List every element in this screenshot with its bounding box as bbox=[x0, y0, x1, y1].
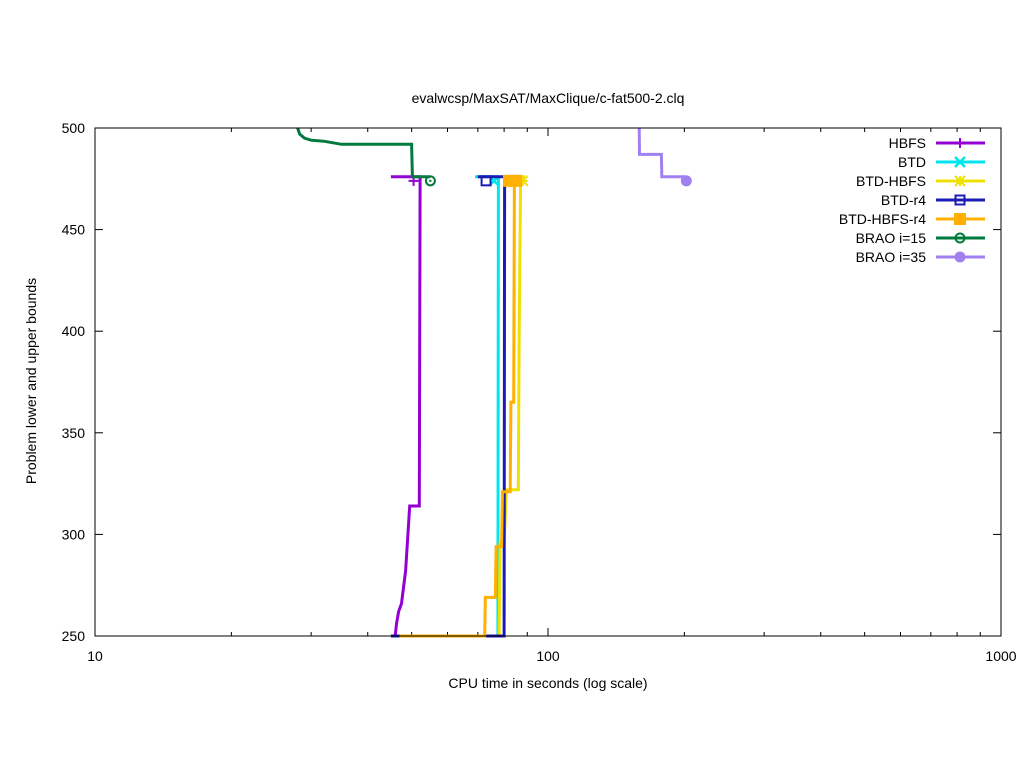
data-point bbox=[510, 174, 523, 187]
plot-frame bbox=[94, 127, 1002, 637]
x-tick-label: 10 bbox=[87, 648, 103, 664]
data-point bbox=[517, 175, 529, 187]
legend-label: BRAO i=35 bbox=[856, 249, 927, 265]
y-axis-label: Problem lower and upper bounds bbox=[23, 278, 39, 484]
axis-ticks: 250 300 350 400 450 500 10 100 1000 bbox=[62, 120, 1017, 664]
series-brao-i-15 bbox=[296, 127, 436, 187]
legend-label: BTD-HBFS-r4 bbox=[839, 211, 926, 227]
legend-label: BTD bbox=[898, 154, 926, 170]
series-brao-i-35 bbox=[637, 127, 692, 187]
y-tick-label: 350 bbox=[62, 425, 86, 441]
x-tick-label: 1000 bbox=[985, 648, 1016, 664]
y-tick-label: 400 bbox=[62, 323, 86, 339]
x-axis-label: CPU time in seconds (log scale) bbox=[448, 675, 647, 691]
x-tick-label: 100 bbox=[536, 648, 560, 664]
y-tick-label: 250 bbox=[62, 628, 86, 644]
data-point bbox=[480, 175, 492, 187]
upper-bound-line bbox=[296, 127, 431, 179]
data-point bbox=[680, 175, 692, 187]
series-btd-hbfs-r4 bbox=[399, 174, 523, 638]
legend-label: BTD-HBFS bbox=[856, 173, 926, 189]
upper-bound-line bbox=[637, 127, 687, 179]
data-point bbox=[424, 175, 436, 187]
lower-bound-line bbox=[496, 176, 500, 637]
legend-marker bbox=[954, 194, 966, 206]
legend-marker bbox=[954, 251, 966, 263]
legend-label: BTD-r4 bbox=[881, 192, 926, 208]
legend: HBFS BTD BTD-HBFS BTD-r4 BTD-HBFS-r4 BRAO i=1… bbox=[839, 135, 985, 265]
y-tick-label: 500 bbox=[62, 120, 86, 136]
legend-marker bbox=[954, 175, 966, 187]
chart-title: evalwcsp/MaxSAT/MaxClique/c-fat500-2.clq bbox=[412, 90, 685, 106]
lower-bound-line bbox=[399, 176, 516, 638]
lower-bound-line bbox=[393, 176, 422, 637]
y-tick-label: 300 bbox=[62, 526, 86, 542]
series-layer bbox=[296, 127, 692, 638]
legend-marker bbox=[954, 213, 966, 225]
legend-label: BRAO i=15 bbox=[856, 230, 927, 246]
legend-marker bbox=[955, 138, 965, 148]
legend-marker bbox=[954, 232, 966, 244]
legend-label: HBFS bbox=[889, 135, 926, 151]
lower-bound-line bbox=[390, 176, 507, 638]
legend-marker bbox=[954, 156, 966, 168]
data-point bbox=[502, 174, 515, 187]
series-hbfs bbox=[390, 175, 422, 637]
y-tick-label: 450 bbox=[62, 222, 86, 238]
